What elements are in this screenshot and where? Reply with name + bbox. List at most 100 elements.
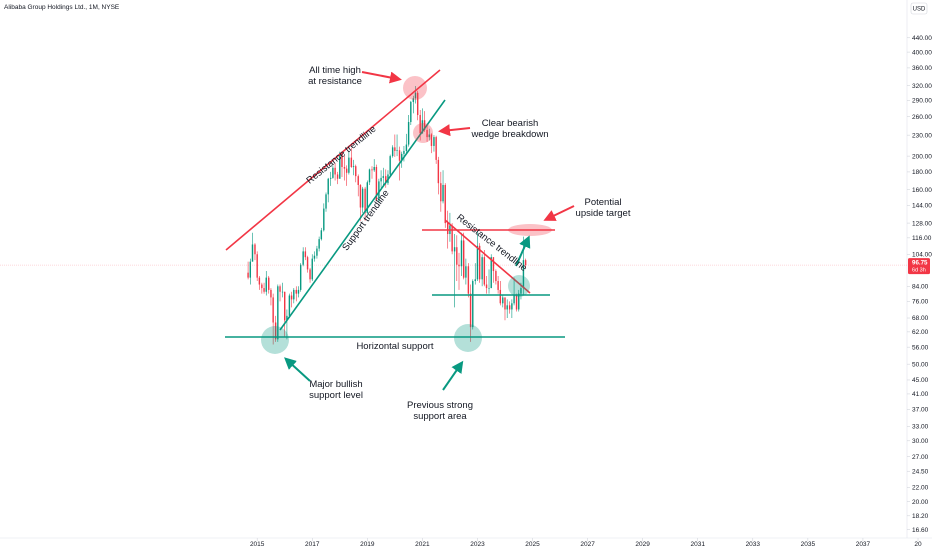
annotation: Potential — [585, 197, 622, 208]
x-tick-label: 2015 — [250, 541, 265, 548]
candle-body — [458, 264, 460, 267]
candle-body — [350, 157, 353, 168]
currency-box[interactable] — [910, 2, 928, 15]
annotation: upside target — [576, 208, 631, 219]
y-tick-label: 260.00 — [912, 114, 932, 121]
candle-body — [442, 184, 444, 202]
candle-body — [435, 137, 437, 160]
candle-body — [426, 130, 428, 138]
candle-body — [453, 247, 456, 252]
arrow — [442, 360, 464, 391]
x-tick-label: 2031 — [691, 541, 706, 548]
candle-body — [283, 291, 286, 321]
candle-body — [265, 277, 267, 292]
x-tick-label: 20 — [914, 541, 922, 548]
candle-body — [254, 244, 256, 255]
annotation: All time high — [309, 65, 361, 76]
arrow — [543, 205, 575, 221]
candle-body — [508, 305, 511, 310]
y-tick-label: 27.00 — [912, 454, 929, 461]
x-tick-label: 2029 — [635, 541, 650, 548]
candle-body — [524, 260, 527, 266]
support-trendline — [279, 99, 446, 331]
y-tick-label: 128.00 — [912, 220, 932, 227]
annotation: support level — [309, 390, 363, 401]
breakdown-circle — [413, 123, 433, 143]
x-tick-label: 2035 — [801, 541, 816, 548]
y-tick-label: 22.00 — [912, 485, 929, 492]
candle-body — [371, 169, 373, 171]
candle-body — [385, 176, 387, 184]
candle-body — [522, 260, 525, 289]
candle-body — [437, 159, 440, 184]
y-tick-label: 76.00 — [912, 299, 929, 306]
y-tick-label: 360.00 — [912, 65, 932, 72]
candle-body — [339, 153, 341, 179]
candle-body — [440, 183, 442, 202]
arrow — [438, 124, 471, 137]
candle-body — [518, 293, 520, 310]
candle-body — [428, 134, 430, 138]
candle-body — [355, 166, 357, 177]
x-tick-label: 2021 — [415, 541, 430, 548]
breakout-circle — [508, 275, 530, 297]
y-tick-label: 24.50 — [912, 468, 929, 475]
annotation: at resistance — [308, 76, 362, 87]
price-tag-value: 96.75 — [912, 260, 928, 267]
candle-body — [361, 188, 364, 208]
highlights — [261, 76, 552, 354]
candle-body — [412, 98, 415, 102]
currency: USD — [913, 7, 926, 13]
candle-body — [394, 147, 396, 151]
y-tick-label: 18.20 — [912, 513, 929, 520]
drawings — [225, 69, 565, 338]
y-tick-label: 320.00 — [912, 83, 932, 90]
y-tick-label: 33.00 — [912, 424, 929, 431]
candle-body — [274, 322, 277, 340]
annotation: wedge breakdown — [470, 129, 548, 140]
y-tick-label: 37.00 — [912, 407, 929, 414]
candle-body — [318, 239, 320, 249]
y-tick-label: 45.00 — [912, 377, 929, 384]
candle-body — [332, 167, 334, 178]
candle-body — [329, 177, 332, 179]
annotation: Horizontal support — [356, 341, 433, 352]
candle-body — [325, 194, 327, 209]
annotation: Major bullish — [309, 379, 362, 390]
annotation: Clear bearish — [482, 118, 539, 129]
y-tick-label: 41.00 — [912, 391, 929, 398]
candle-body — [304, 251, 307, 258]
candle-body — [320, 230, 323, 240]
candle-body — [430, 134, 433, 146]
candle-body — [373, 167, 375, 171]
y-tick-label: 200.00 — [912, 153, 932, 160]
price-tag — [908, 258, 930, 275]
candle-body — [336, 174, 339, 179]
candle-body — [323, 208, 325, 231]
resistance-trendline — [225, 69, 441, 251]
candle-body — [247, 272, 249, 278]
y-tick-label: 440.00 — [912, 35, 932, 42]
x-tick-label: 2019 — [360, 541, 375, 548]
candle-body — [277, 286, 279, 340]
y-tick-label: 230.00 — [912, 132, 932, 139]
candle-body — [499, 289, 502, 304]
candle-body — [272, 297, 274, 323]
y-tick-label: 400.00 — [912, 49, 932, 56]
chart-title: Alibaba Group Holdings Ltd., 1M, NYSE — [4, 4, 120, 11]
candle-body — [407, 122, 410, 145]
candle-body — [398, 150, 401, 161]
candle-body — [359, 184, 362, 208]
candle-body — [490, 257, 492, 289]
candle-body — [511, 303, 513, 310]
target-ellipse — [508, 224, 552, 236]
candle-body — [382, 176, 384, 178]
candle-body — [495, 271, 497, 282]
y-tick-label: 20.00 — [912, 499, 929, 506]
candle-body — [444, 184, 446, 224]
candle-body — [279, 286, 281, 292]
y-tick-label: 30.00 — [912, 438, 929, 445]
arrow — [284, 357, 311, 382]
y-tick-label: 290.00 — [912, 98, 932, 105]
